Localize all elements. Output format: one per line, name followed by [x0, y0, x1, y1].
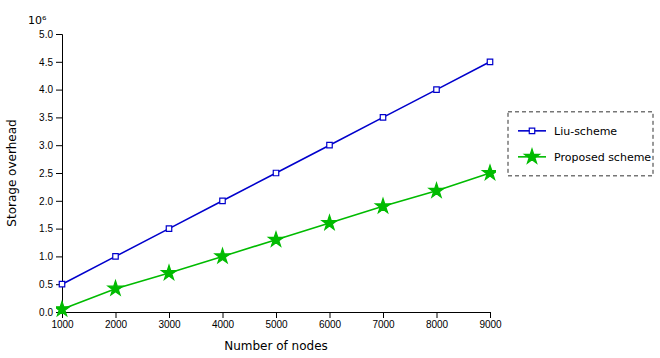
legend-label: Liu-scheme: [554, 125, 617, 138]
x-axis-title: Number of nodes: [224, 339, 328, 353]
plot: 1000200030004000500060007000800090000.00…: [5, 14, 502, 353]
tick-mark: [330, 312, 331, 318]
marker: [268, 232, 283, 246]
marker: [108, 281, 123, 295]
tick: 2000: [105, 312, 128, 330]
tick: 4.5: [39, 57, 62, 68]
tick-mark: [223, 312, 224, 318]
tick: 3000: [158, 312, 181, 330]
marks: [56, 59, 496, 316]
tick-label: 7000: [372, 319, 395, 330]
tick: 3.0: [39, 140, 62, 151]
tick-label: 3.5: [39, 112, 53, 123]
tick-mark: [56, 62, 62, 63]
marker: [434, 87, 439, 92]
tick: 2.0: [39, 196, 62, 207]
marker: [220, 198, 225, 203]
marker: [482, 165, 496, 179]
tick-mark: [56, 256, 62, 257]
tick: 1.5: [39, 223, 62, 234]
marker: [113, 254, 118, 259]
series: [56, 165, 496, 316]
legend-frame: [508, 112, 653, 176]
legend: Liu-scheme Proposed scheme: [508, 112, 653, 176]
marker: [273, 170, 278, 175]
tick-label: 2.5: [39, 168, 53, 179]
marker: [327, 142, 332, 147]
y-axis-title: Storage overhead: [5, 119, 19, 226]
legend-marker: [529, 128, 534, 133]
tick: 4.0: [39, 84, 62, 95]
tick-mark: [437, 312, 438, 318]
marker: [375, 198, 390, 212]
tick-label: 8000: [426, 319, 449, 330]
tick: 2.5: [39, 168, 62, 179]
tick-label: 4.5: [39, 57, 53, 68]
tick-mark: [116, 312, 117, 318]
tick-label: 4000: [212, 319, 235, 330]
tick: 1.0: [39, 251, 62, 262]
marker: [215, 249, 230, 263]
tick-mark: [56, 117, 62, 118]
tick-label: 4.0: [39, 84, 53, 95]
tick-label: 5000: [265, 319, 288, 330]
tick-mark: [383, 312, 384, 318]
tick-label: 9000: [479, 319, 502, 330]
marker: [59, 281, 64, 286]
tick: 0.5: [39, 279, 62, 290]
tick-label: 2000: [105, 319, 128, 330]
marker: [166, 226, 171, 231]
y-axis: 0.0 0.5 1.0 1.5 2.0 2.5 3.0 3.5 4.0 4.5 5.0: [39, 29, 62, 318]
marker: [429, 183, 444, 197]
tick-label: 1.5: [39, 223, 53, 234]
marker: [161, 265, 176, 279]
tick-mark: [490, 312, 491, 318]
tick-label: 0.0: [39, 307, 53, 318]
marker: [380, 115, 385, 120]
marker: [56, 301, 70, 315]
marker: [322, 215, 337, 229]
legend-label: Proposed scheme: [554, 151, 651, 164]
x-axis: 1000 2000 3000 4000 5000 6000 7000 8000 9000: [51, 312, 502, 330]
tick-label: 2.0: [39, 196, 53, 207]
tick: 9000: [479, 312, 502, 330]
tick: 5.0: [39, 29, 62, 40]
tick-label: 3000: [158, 319, 181, 330]
tick: 1000: [51, 312, 74, 330]
axis-line: [56, 35, 63, 313]
tick: 8000: [426, 312, 449, 330]
annotation: 10⁶: [28, 14, 47, 27]
tick-label: 1.0: [39, 251, 53, 262]
tick-label: 0.5: [39, 279, 53, 290]
tick-label: 5.0: [39, 29, 53, 40]
line: [62, 62, 490, 284]
tick: 7000: [372, 312, 395, 330]
tick-label: 1000: [51, 319, 74, 330]
tick-label: 6000: [319, 319, 342, 330]
tick-mark: [56, 145, 62, 146]
legend-marker: [524, 149, 539, 163]
tick: 3.5: [39, 112, 62, 123]
chart: 1000200030004000500060007000800090000.00…: [0, 0, 660, 358]
tick-mark: [56, 173, 62, 174]
tick-label: 3.0: [39, 140, 53, 151]
legend-item: Proposed scheme: [518, 149, 651, 164]
tick-mark: [56, 34, 62, 35]
tick-mark: [56, 90, 62, 91]
tick-mark: [169, 312, 170, 318]
tick-mark: [56, 201, 62, 202]
marker: [487, 59, 492, 64]
tick: 6000: [319, 312, 342, 330]
tick: 4000: [212, 312, 235, 330]
tick-mark: [56, 229, 62, 230]
series: [59, 59, 492, 287]
tick: 5000: [265, 312, 288, 330]
axis-line: [63, 313, 491, 319]
legend-item: Liu-scheme: [518, 125, 617, 138]
tick-mark: [276, 312, 277, 318]
line: [62, 173, 490, 309]
